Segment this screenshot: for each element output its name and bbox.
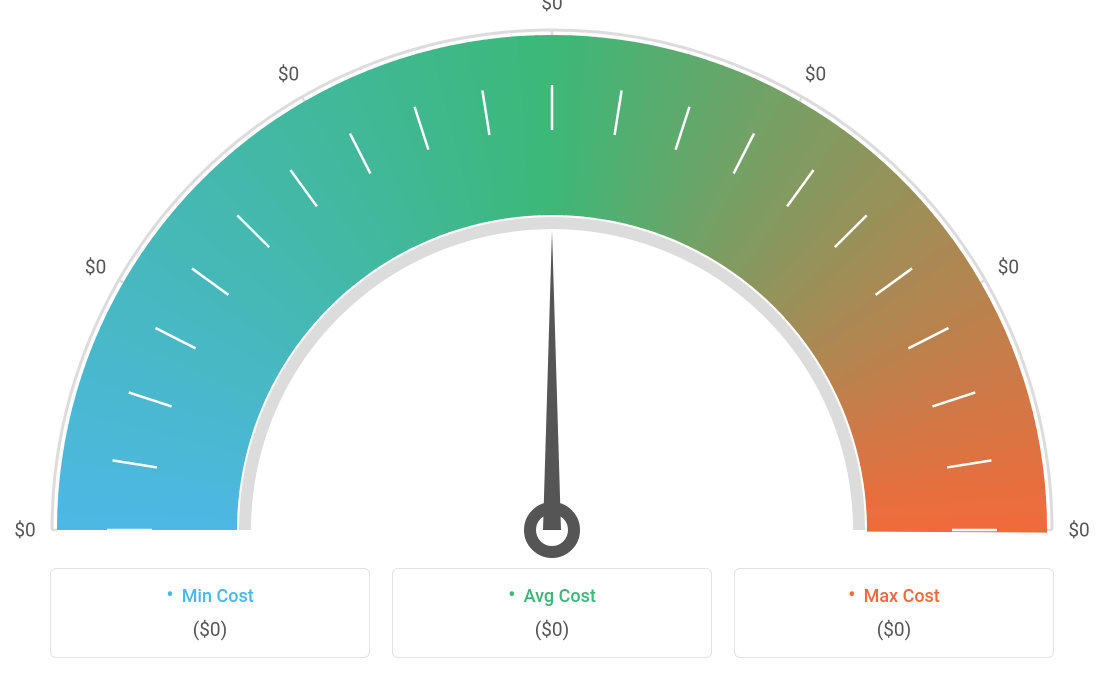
legend-value: ($0) — [535, 618, 569, 641]
legend-card-max: • Max Cost ($0) — [734, 568, 1054, 658]
gauge-chart: $0 $0 $0 $0 $0 $0 $0 — [0, 0, 1104, 560]
gauge-tick-label: $0 — [85, 255, 106, 278]
legend-value: ($0) — [877, 618, 911, 641]
legend-title-row: • Min Cost — [166, 586, 253, 608]
legend-title: Avg Cost — [524, 586, 596, 607]
gauge-tick-label: $0 — [998, 255, 1019, 278]
legend-title: Max Cost — [864, 586, 940, 607]
gauge-tick-label: $0 — [805, 62, 826, 85]
legend-card-min: • Min Cost ($0) — [50, 568, 370, 658]
legend-card-avg: • Avg Cost ($0) — [392, 568, 712, 658]
gauge-svg — [0, 0, 1104, 560]
legend-title-row: • Avg Cost — [508, 586, 596, 608]
bullet-icon: • — [848, 585, 855, 607]
gauge-tick-label: $0 — [1068, 519, 1089, 542]
legend-row: • Min Cost ($0) • Avg Cost ($0) • Max Co… — [0, 560, 1104, 658]
legend-title-row: • Max Cost — [848, 586, 940, 608]
bullet-icon: • — [166, 585, 173, 607]
bullet-icon: • — [508, 585, 515, 607]
gauge-tick-label: $0 — [278, 62, 299, 85]
legend-value: ($0) — [193, 618, 227, 641]
gauge-tick-label: $0 — [541, 0, 562, 15]
legend-title: Min Cost — [182, 586, 254, 607]
gauge-tick-label: $0 — [14, 519, 35, 542]
